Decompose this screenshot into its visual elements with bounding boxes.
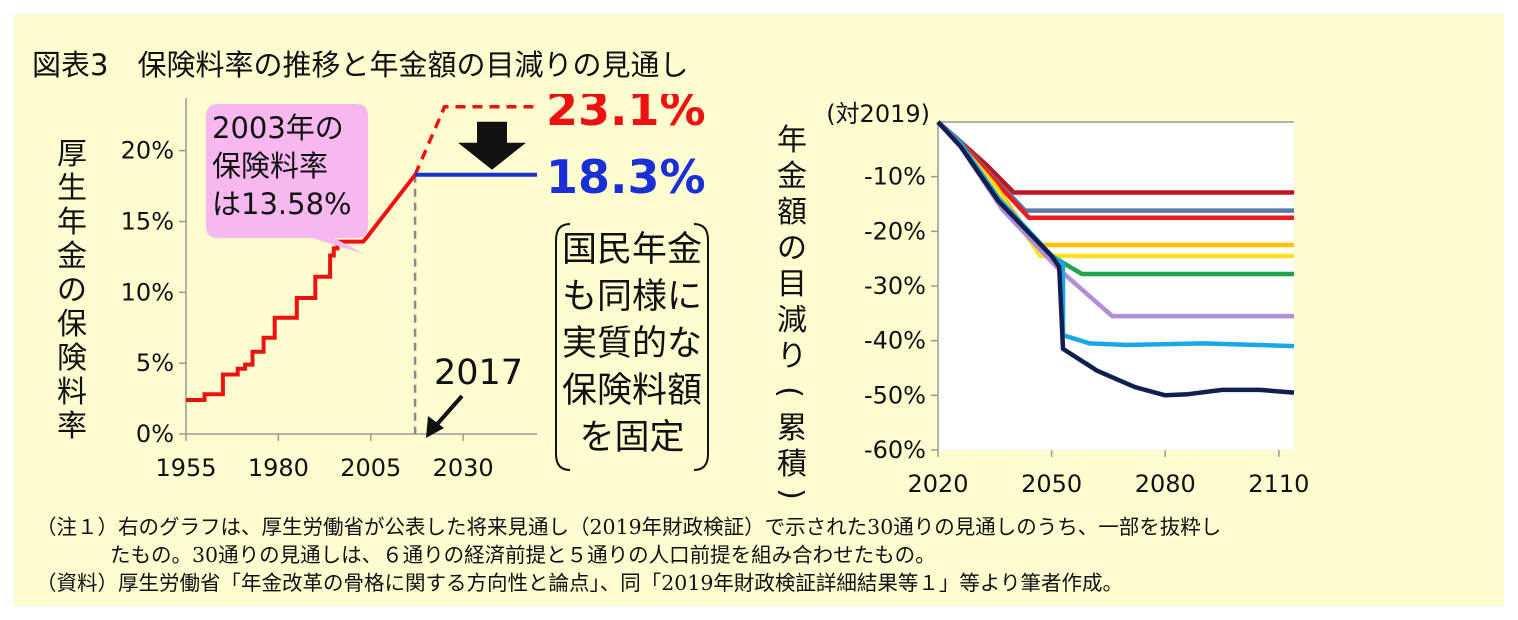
note-1-text-1: 右のグラフは、厚生労働省が公表した将来見通し（2019年財政検証）で示された30…	[118, 515, 1222, 539]
note-right-bracket	[693, 223, 709, 471]
source-line: （資料）厚生労働省「年金改革の骨格に関する方向性と論点」、同「2019年財政検証…	[36, 566, 1123, 596]
left-y-tick-label: 0%	[136, 420, 174, 448]
right-y-tick-label: -30%	[864, 272, 926, 300]
left-x-tick-label: 1955	[155, 454, 216, 482]
left-y-label-char: 年	[57, 205, 87, 240]
label-18-3-percent: 18.3%	[546, 150, 706, 204]
left-y-tick-label: 15%	[121, 208, 174, 236]
left-y-label-char: 厚	[57, 137, 87, 172]
right-y-label-char: 累	[777, 411, 807, 446]
right-y-label-close-paren: )	[774, 488, 809, 500]
note-box-line: 保険料額	[562, 371, 702, 411]
left-tick-labels: 0% 5% 10% 15% 20% 1955 1980 2005 2030	[121, 137, 494, 482]
down-arrow-icon	[458, 121, 526, 170]
left-y-tick-label: 5%	[136, 349, 174, 377]
left-y-label-char: 率	[57, 409, 87, 444]
note-box-line: 国民年金	[562, 230, 702, 270]
left-x-tick-label: 2030	[433, 454, 494, 482]
left-projection-dashed-line	[413, 105, 537, 176]
right-x-tick-label: 2050	[1021, 470, 1082, 498]
right-y-tick-label: -50%	[864, 381, 926, 409]
note-1-line-2: たもの。30通りの見通しは、６通りの経済前提と５通りの人口前提を組み合わせたもの…	[110, 543, 936, 567]
left-series	[186, 105, 537, 434]
note-box-line: 実質的な	[562, 324, 702, 364]
right-x-tick-label: 2080	[1135, 470, 1196, 498]
note-box-line: も同様に	[562, 277, 702, 317]
left-y-tick-label: 20%	[121, 137, 174, 165]
note-left-bracket	[555, 223, 571, 471]
year-2017-label: 2017	[434, 353, 523, 393]
right-y-label-open-paren: (	[772, 386, 807, 398]
right-y-label-char: 目	[777, 267, 807, 302]
callout-text-line: 2003年の	[212, 111, 344, 145]
left-x-tick-label: 1980	[248, 454, 309, 482]
right-y-label-char: 減	[777, 303, 807, 338]
right-y-label-char: 額	[777, 195, 807, 230]
left-x-tick-label: 2005	[340, 454, 401, 482]
callout-text-line: 保険料率	[212, 149, 328, 183]
left-y-label-char: 生	[57, 171, 87, 206]
right-x-tick-label: 2110	[1248, 470, 1309, 498]
left-y-label-char: 料	[57, 375, 87, 410]
right-tick-labels: (対2019) -10% -20% -30% -40% -50% -60% 2020 2050 2…	[826, 100, 1309, 498]
left-y-label-char: 保	[57, 307, 87, 342]
figure-title: 図表3 保険料率の推移と年金額の目減りの見通し	[32, 48, 689, 82]
left-y-label-char: の	[57, 273, 87, 308]
right-y-label-char: の	[777, 231, 807, 266]
right-y-tick-label: -60%	[864, 436, 926, 464]
right-y-label-char: 年	[777, 123, 807, 158]
right-series	[936, 120, 1295, 398]
right-y-tick-label: -40%	[864, 327, 926, 355]
right-y-axis-label: 年金額の目減り ( 累積)	[772, 123, 809, 500]
label-23-1-percent: 23.1%	[546, 94, 706, 136]
source-label: （資料）	[36, 571, 118, 595]
right-y-label-char: 金	[777, 159, 807, 194]
year-2017-arrowhead-icon	[426, 416, 444, 438]
left-y-tick-label: 10%	[121, 278, 174, 306]
callout-text-line: は13.58%	[212, 187, 352, 221]
note-1-line-1: （注１）右のグラフは、厚生労働省が公表した将来見通し（2019年財政検証）で示さ…	[36, 510, 1221, 540]
note-1-label: （注１）	[36, 515, 118, 539]
left-y-label-char: 金	[57, 239, 87, 274]
figure-panel: 図表3 保険料率の推移と年金額の目減りの見通し 厚生年金の保険料率 0% 5% 10…	[14, 14, 1504, 606]
right-y-tick-label: -20%	[864, 217, 926, 245]
right-y-unit-label: (対2019)	[826, 100, 930, 128]
right-y-label-char: 積	[777, 447, 807, 482]
left-y-label-char: 険	[57, 341, 87, 376]
note-box-line: を固定	[579, 418, 684, 458]
right-chart: 年金額の目減り ( 累積) (対2019) -10% -20% -30% -40% -50% -…	[772, 100, 1309, 500]
right-x-tick-label: 2020	[907, 470, 968, 498]
source-text: 厚生労働省「年金改革の骨格に関する方向性と論点」、同「2019年財政検証詳細結果…	[118, 571, 1124, 595]
right-y-tick-label: -10%	[864, 163, 926, 191]
left-history-line	[186, 173, 417, 402]
right-y-label-char: り	[777, 339, 807, 374]
callout-bubble	[206, 104, 368, 254]
right-y-label: 年金額の目減り	[777, 123, 807, 374]
right-series-line-9	[936, 120, 1295, 398]
left-axes	[179, 98, 537, 441]
